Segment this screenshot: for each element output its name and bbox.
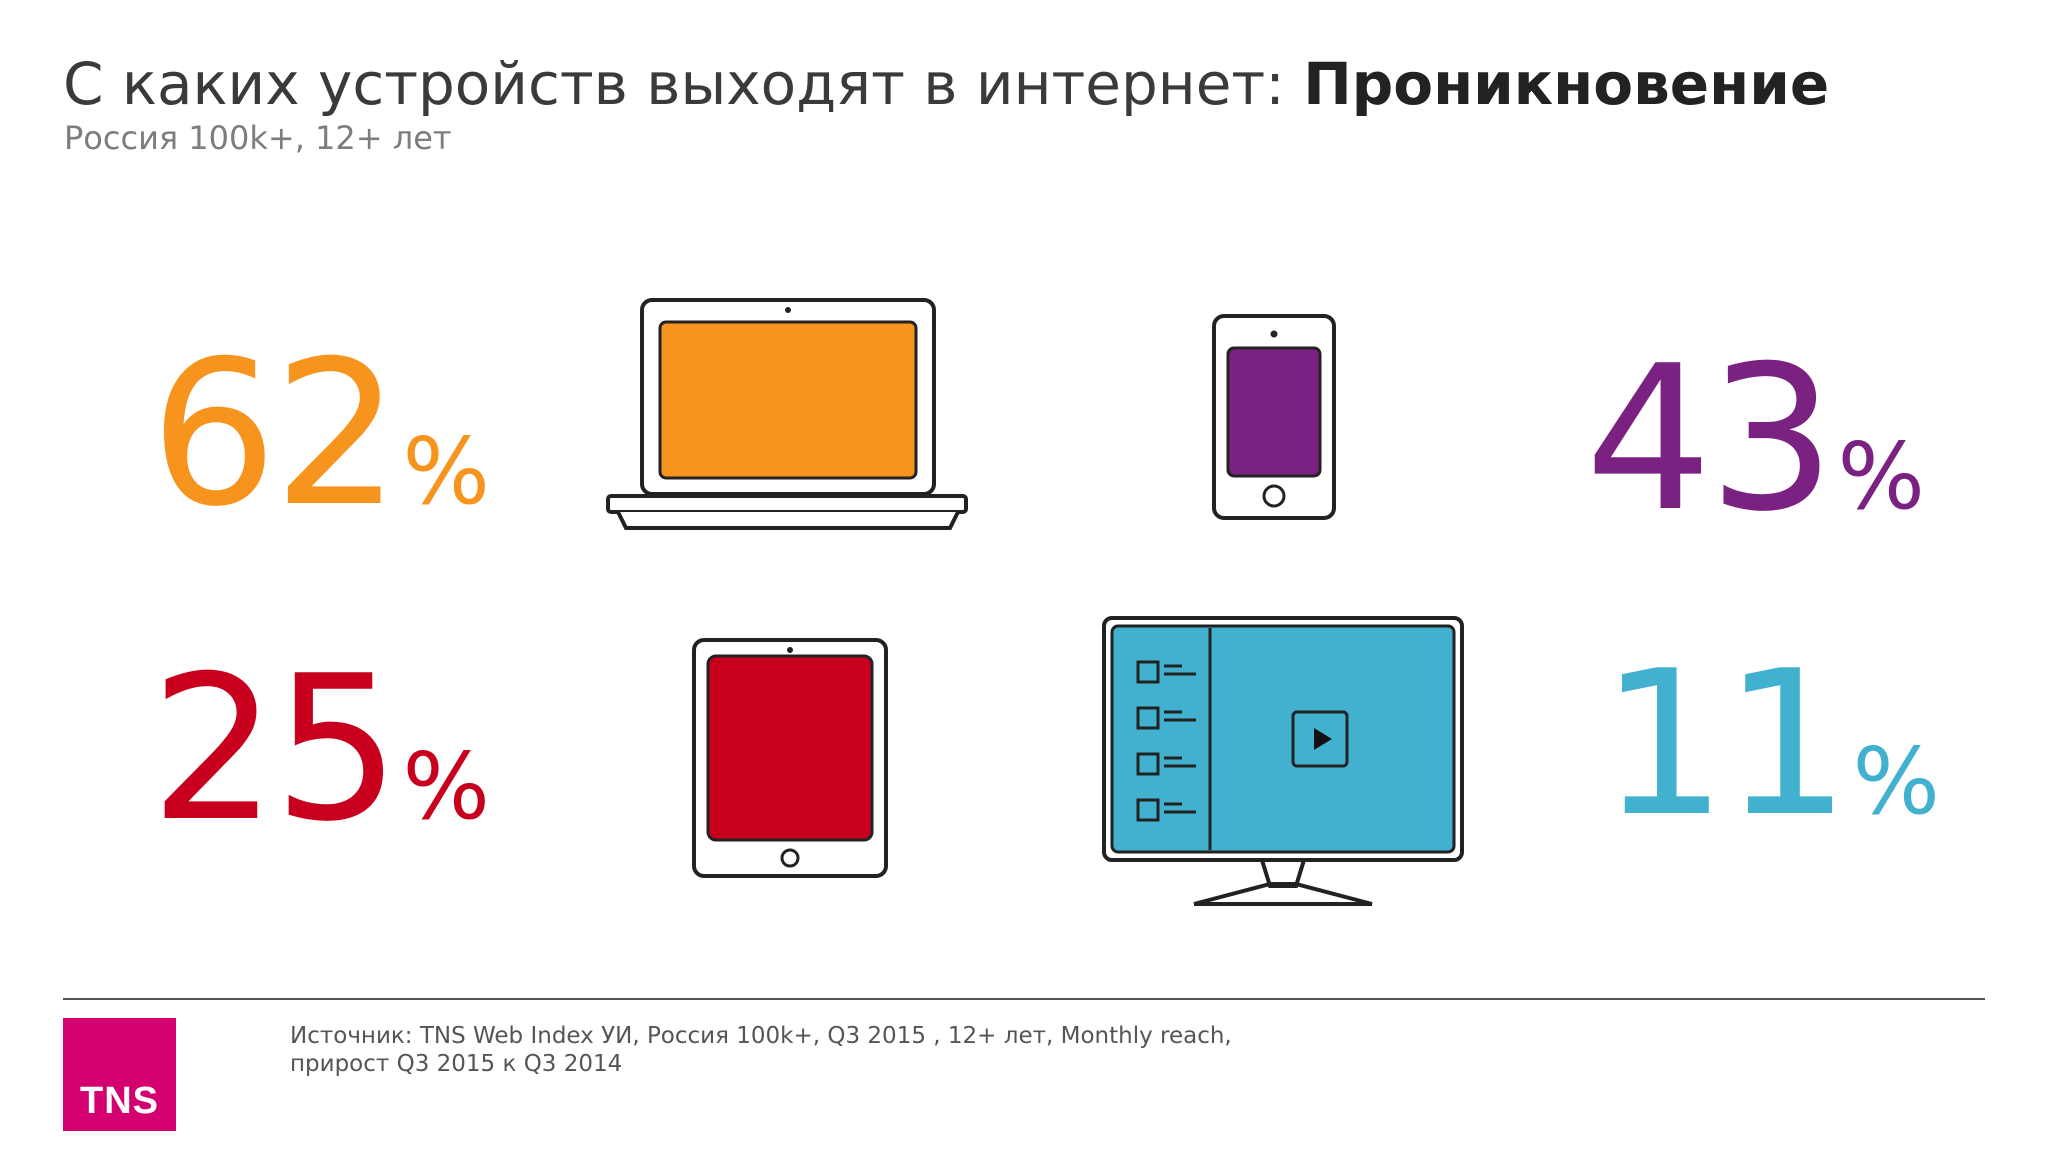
stat-tablet-unit: % (402, 733, 490, 840)
stat-tv-unit: % (1852, 728, 1940, 835)
stat-tv-value: 11 (1600, 628, 1850, 861)
tv-icon (1100, 614, 1466, 908)
stat-laptop-unit: % (402, 418, 490, 525)
stat-laptop: 62% (150, 335, 490, 535)
laptop-icon (604, 296, 970, 532)
play-icon (1314, 728, 1332, 750)
stat-tablet-value: 25 (150, 633, 400, 866)
tablet-icon (690, 636, 890, 880)
title-bold: Проникновение (1303, 50, 1830, 118)
stat-tablet: 25% (150, 650, 490, 850)
title-regular: С каких устройств выходят в интернет: (63, 50, 1304, 118)
stat-tv: 11% (1600, 645, 1940, 845)
source-line-2: прирост Q3 2015 к Q3 2014 (290, 1051, 623, 1077)
stat-laptop-value: 62 (150, 318, 400, 551)
slide-title: С каких устройств выходят в интернет: Пр… (63, 48, 1829, 120)
stat-smartphone: 43% (1585, 340, 1925, 540)
source-line-1: Источник: TNS Web Index УИ, Россия 100k+… (290, 1023, 1232, 1049)
slide-subtitle: Россия 100k+, 12+ лет (64, 119, 452, 157)
stat-smartphone-unit: % (1837, 423, 1925, 530)
stat-smartphone-value: 43 (1585, 323, 1835, 556)
smartphone-icon (1210, 312, 1338, 522)
footer-divider (63, 998, 1985, 1000)
tns-logo: TNS (63, 1018, 176, 1131)
tns-logo-text: TNS (80, 1080, 159, 1122)
source-note: Источник: TNS Web Index УИ, Россия 100k+… (290, 1022, 1390, 1078)
